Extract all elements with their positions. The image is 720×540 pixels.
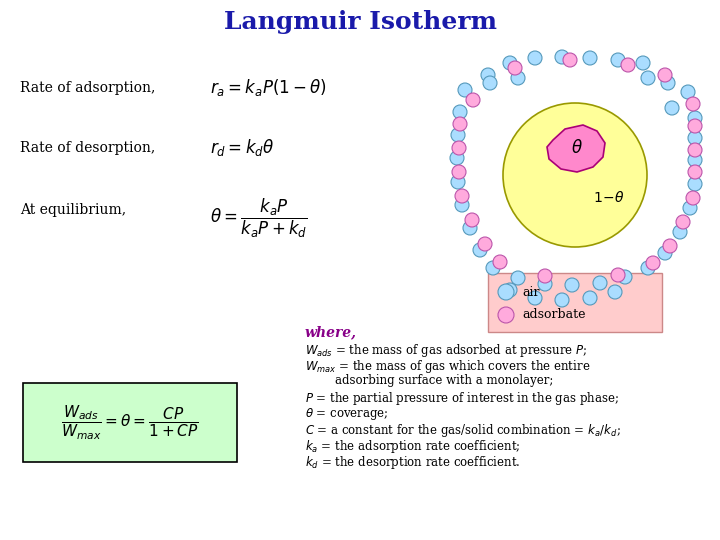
Text: adsorbing surface with a monolayer;: adsorbing surface with a monolayer; <box>305 374 554 387</box>
Circle shape <box>455 189 469 203</box>
Text: $\theta$ = coverage;: $\theta$ = coverage; <box>305 406 389 422</box>
Text: $\dfrac{W_{ads}}{W_{max}} = \theta = \dfrac{CP}{1+CP}$: $\dfrac{W_{ads}}{W_{max}} = \theta = \df… <box>61 403 199 442</box>
Circle shape <box>465 213 479 227</box>
Circle shape <box>538 277 552 291</box>
Circle shape <box>686 191 700 205</box>
Circle shape <box>688 165 702 179</box>
Circle shape <box>481 68 495 82</box>
Text: $\theta$: $\theta$ <box>571 139 583 157</box>
Text: $\theta = \dfrac{k_a P}{k_a P + k_d}$: $\theta = \dfrac{k_a P}{k_a P + k_d}$ <box>210 197 307 240</box>
Circle shape <box>458 83 472 97</box>
Circle shape <box>608 285 622 299</box>
Text: $W_{ads}$ = the mass of gas adsorbed at pressure $P$;: $W_{ads}$ = the mass of gas adsorbed at … <box>305 342 588 359</box>
Circle shape <box>498 284 514 300</box>
Text: $W_{max}$ = the mass of gas which covers the entire: $W_{max}$ = the mass of gas which covers… <box>305 358 590 375</box>
Circle shape <box>646 256 660 270</box>
Circle shape <box>555 293 569 307</box>
Polygon shape <box>547 125 605 172</box>
Circle shape <box>511 271 525 285</box>
Circle shape <box>498 307 514 323</box>
FancyBboxPatch shape <box>23 383 237 462</box>
Text: Rate of desorption,: Rate of desorption, <box>20 141 156 155</box>
Circle shape <box>528 51 542 65</box>
Text: where,: where, <box>305 325 357 339</box>
Circle shape <box>483 76 497 90</box>
Circle shape <box>688 143 702 157</box>
Circle shape <box>583 51 597 65</box>
Circle shape <box>688 177 702 191</box>
Circle shape <box>676 215 690 229</box>
Circle shape <box>538 269 552 283</box>
Circle shape <box>681 85 695 99</box>
Circle shape <box>641 261 655 275</box>
Circle shape <box>528 291 542 305</box>
Circle shape <box>455 198 469 212</box>
Text: $r_a = k_a P(1-\theta)$: $r_a = k_a P(1-\theta)$ <box>210 78 327 98</box>
Circle shape <box>611 268 625 282</box>
Circle shape <box>453 117 467 131</box>
Circle shape <box>661 76 675 90</box>
Text: adsorbate: adsorbate <box>522 308 585 321</box>
Text: air: air <box>522 286 539 299</box>
Circle shape <box>503 283 517 297</box>
Circle shape <box>673 225 687 239</box>
Text: $k_d$ = the desorption rate coefficient.: $k_d$ = the desorption rate coefficient. <box>305 454 521 471</box>
Circle shape <box>683 201 697 215</box>
Circle shape <box>452 141 466 155</box>
Circle shape <box>478 237 492 251</box>
Circle shape <box>451 128 465 142</box>
Circle shape <box>593 276 607 290</box>
Circle shape <box>486 261 500 275</box>
Circle shape <box>611 53 625 67</box>
Circle shape <box>658 246 672 260</box>
Circle shape <box>511 71 525 85</box>
Circle shape <box>618 270 632 284</box>
Circle shape <box>688 153 702 167</box>
Circle shape <box>466 93 480 107</box>
Text: Langmuir Isotherm: Langmuir Isotherm <box>223 10 497 34</box>
Circle shape <box>686 97 700 111</box>
Circle shape <box>463 221 477 235</box>
Circle shape <box>636 56 650 70</box>
Circle shape <box>665 101 679 115</box>
Circle shape <box>583 291 597 305</box>
Circle shape <box>503 56 517 70</box>
Circle shape <box>663 239 677 253</box>
Circle shape <box>473 243 487 257</box>
Text: $P$ = the partial pressure of interest in the gas phase;: $P$ = the partial pressure of interest i… <box>305 390 619 407</box>
Circle shape <box>493 255 507 269</box>
Text: $r_d = k_d\theta$: $r_d = k_d\theta$ <box>210 138 274 159</box>
Text: At equilibrium,: At equilibrium, <box>20 203 126 217</box>
Text: Rate of adsorption,: Rate of adsorption, <box>20 81 156 95</box>
Text: $C$ = a constant for the gas/solid combination = $k_a/k_d$;: $C$ = a constant for the gas/solid combi… <box>305 422 621 439</box>
Circle shape <box>641 71 655 85</box>
Circle shape <box>508 61 522 75</box>
Circle shape <box>658 68 672 82</box>
Circle shape <box>450 151 464 165</box>
Circle shape <box>688 131 702 145</box>
Circle shape <box>452 165 466 179</box>
Circle shape <box>555 50 569 64</box>
Circle shape <box>563 53 577 67</box>
Text: $k_a$ = the adsorption rate coefficient;: $k_a$ = the adsorption rate coefficient; <box>305 438 521 455</box>
Circle shape <box>451 175 465 189</box>
Circle shape <box>565 278 579 292</box>
Circle shape <box>688 119 702 133</box>
Circle shape <box>688 111 702 125</box>
Circle shape <box>453 105 467 119</box>
Circle shape <box>503 103 647 247</box>
Circle shape <box>621 58 635 72</box>
Text: $1\!-\!\theta$: $1\!-\!\theta$ <box>593 190 624 205</box>
FancyBboxPatch shape <box>488 273 662 332</box>
